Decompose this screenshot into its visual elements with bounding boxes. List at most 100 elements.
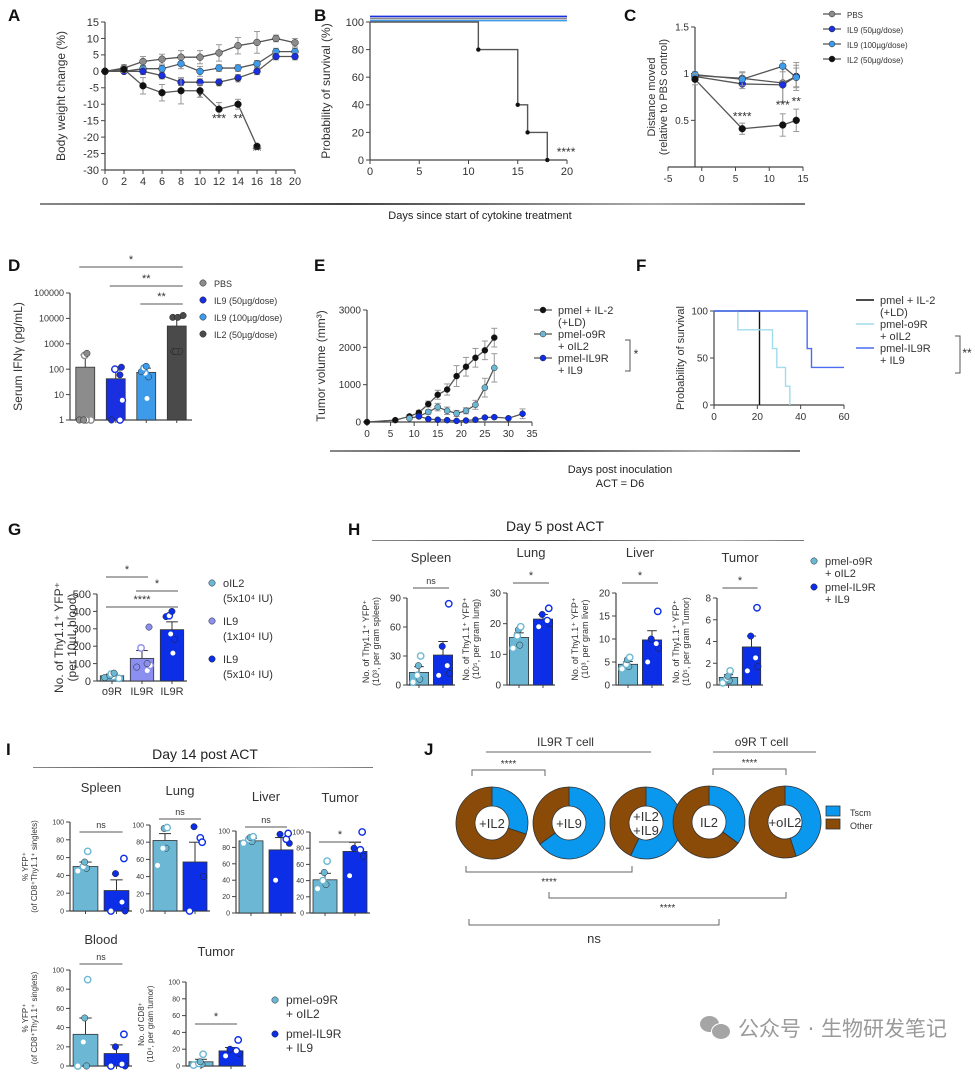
panel-letter-g: G (8, 520, 22, 539)
legend-label: + IL9 (825, 594, 850, 606)
chart-I5-ylabel: (of CD8⁺Thy1.1⁺ singlets) (30, 971, 39, 1064)
h-section-title: Day 5 post ACT (505, 518, 605, 534)
chart-I6-ylabel: No. of CD8⁺ (137, 1002, 146, 1046)
legend-label: IL9 (50µg/dose) (214, 296, 277, 306)
chart-I6-ytick-label: 20 (172, 1047, 180, 1054)
chart-A-ytick-label: -25 (83, 148, 99, 160)
chart-A-point (196, 53, 204, 61)
legend-label: (+LD) (880, 307, 908, 319)
legend-item: pmel + IL-2(+LD) (856, 295, 935, 319)
chart-I3-data-point (249, 832, 258, 841)
chart-J-donut-4: +oIL2 (748, 785, 822, 859)
chart-I2-data-point (190, 823, 198, 831)
chart-A-annotation: * (198, 90, 203, 104)
chart-B-ytick-label: 80 (352, 44, 364, 56)
chart-H3-data-point (625, 653, 634, 662)
chart-A-point (158, 71, 166, 80)
chart-I1-data-point (81, 858, 89, 866)
chart-J-comparison-bracket (471, 769, 546, 776)
chart-I2-significance: ns (175, 807, 185, 817)
chart-G-data-point (169, 649, 177, 658)
chart-H1-ytick-label: 30 (390, 652, 402, 663)
chart-H4-bar-group-0 (718, 666, 739, 688)
chart-H3-ylabel: No. of Thy1.1⁺ YFP⁺ (570, 597, 580, 680)
chart-I6-ylabel: (10⁴, per gram tumor) (146, 985, 155, 1062)
chart-J-slice-other (672, 785, 739, 859)
panel-letter-a: A (8, 6, 21, 25)
chart-I2-ytick-label: 0 (140, 908, 144, 915)
chart-A-ytick-label: -30 (83, 165, 99, 177)
chart-I5-ylabel: % YFP⁺ (21, 1004, 30, 1033)
legend-marker (271, 1030, 279, 1038)
legend-label: + IL9 (558, 365, 583, 377)
chart-I3-ytick-label: 40 (222, 878, 230, 885)
chart-D-bar (75, 366, 96, 421)
chart-B-death-mark (545, 157, 550, 163)
chart-H4-ylabel: (10⁵, per gram Tumor) (681, 597, 691, 686)
chart-G-data-point (166, 630, 175, 638)
chart-E-point (425, 400, 432, 408)
chart-H4-ytick-label: 8 (705, 594, 711, 605)
chart-H4-ytick-label: 0 (705, 681, 711, 692)
chart-I6-data-point (221, 1052, 230, 1060)
chart-C-annotation: **** (733, 109, 752, 123)
panel-letter-f: F (636, 256, 647, 275)
chart-E-point (481, 414, 489, 421)
chart-C-xtick-label: 15 (797, 174, 809, 185)
chart-I2-bar-group-1 (182, 823, 208, 915)
legend-label: Tscm (850, 808, 871, 818)
chart-H1-data-point (414, 662, 422, 670)
chart-I4-ytick-label: 40 (296, 878, 304, 885)
chart-E-point (434, 416, 441, 424)
chart-G-significance: * (155, 578, 160, 590)
chart-C-line (694, 78, 797, 130)
panel-letter-c: C (624, 6, 637, 25)
legend-item: pmel-o9R+ oIL2 (810, 556, 873, 580)
legend-label: PBS (214, 279, 232, 289)
chart-A-ytick-label: -15 (83, 116, 99, 128)
chart-H1-significance: ns (426, 576, 436, 586)
legend-label: IL9 (223, 654, 238, 666)
chart-I4-significance: * (338, 829, 343, 841)
ef-xlabel-act: ACT = D6 (595, 478, 645, 490)
chart-H1-ytick-label: 60 (390, 623, 402, 634)
chart-C-point (792, 73, 800, 82)
chart-C-xtick-label: -5 (664, 174, 673, 185)
chart-A-xtick-label: 12 (213, 176, 225, 188)
chart-G-significance: * (125, 564, 130, 576)
chart-D-data-point (116, 416, 124, 424)
chart-D-data-point (179, 312, 187, 319)
chart-I1-axes: 0 20 40 60 80 100 % YFP⁺ (of CD8⁺Thy1.1⁺ single… (21, 780, 132, 915)
chart-G-ylabel: (per 10µL blood) (65, 594, 79, 682)
chart-I4-data-point (320, 869, 328, 876)
chart-B-series-3 (370, 21, 550, 163)
chart-H3-data-point (652, 639, 661, 648)
legend-marker (810, 557, 818, 565)
chart-I5-data-point (73, 1062, 82, 1070)
chart-I5-data-point (112, 1043, 119, 1051)
legend-label: pmel + IL-2 (558, 305, 613, 317)
chart-A-point (234, 42, 242, 50)
abc-xlabel: Days since start of cytokine treatment (388, 210, 572, 222)
chart-I4-ytick-label: 20 (296, 894, 304, 901)
chart-F-xtick-label: 40 (795, 412, 807, 423)
legend-label: + IL9 (880, 355, 905, 367)
legend-marker (199, 313, 207, 321)
chart-A-point (158, 65, 166, 73)
chart-I4-bar-group-1 (342, 828, 368, 916)
legend-label: pmel-IL9R (880, 343, 931, 355)
chart-I6-data-point (226, 1045, 234, 1053)
ef-divider (330, 450, 800, 452)
chart-J-significance: **** (541, 877, 557, 888)
legend-label: + oIL2 (286, 1007, 320, 1021)
chart-A-point (234, 74, 242, 82)
chart-B-xtick-label: 0 (367, 166, 373, 178)
chart-C-annotation: ** (792, 94, 802, 108)
chart-H2-data-point (543, 616, 552, 625)
chart-B-death-mark (525, 130, 530, 135)
chart-I5-ytick-label: 100 (52, 967, 64, 974)
chart-A-point (158, 89, 166, 97)
chart-C-series-2 (691, 60, 800, 88)
chart-G-bar-group-0 (99, 669, 125, 684)
chart-G-data-point (145, 623, 153, 631)
